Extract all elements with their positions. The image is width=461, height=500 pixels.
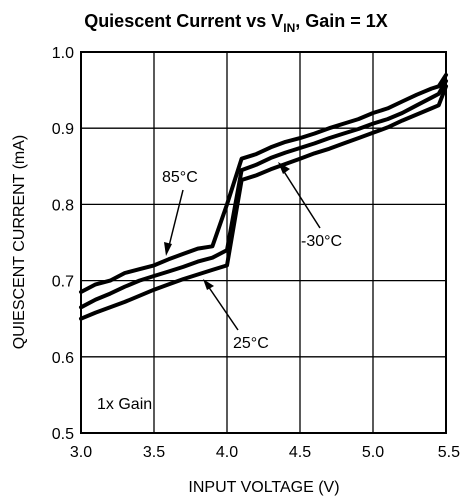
- annotation-minus30c: -30°C: [301, 233, 342, 250]
- series-line-0: [79, 72, 448, 294]
- x-axis-label: INPUT VOLTAGE (V): [188, 479, 339, 496]
- y-tick-label: 0.9: [52, 121, 74, 138]
- pointer-85c-head: [164, 242, 172, 256]
- chart-title-suffix: , Gain = 1X: [295, 11, 388, 31]
- series-layer: [79, 72, 448, 321]
- series-line-2: [79, 84, 448, 321]
- pointer-minus30c: [282, 169, 321, 229]
- x-tick-label: 3.5: [143, 444, 165, 461]
- pointer-minus30c-head: [278, 162, 290, 174]
- x-tick-labels: 3.0 3.5 4.0 4.5 5.0 5.5: [70, 444, 460, 461]
- x-tick-label: 4.5: [289, 444, 311, 461]
- pointer-25c: [207, 285, 239, 331]
- annotation-85c: 85°C: [162, 169, 198, 186]
- annotation-25c: 25°C: [233, 335, 269, 352]
- pointer-85c: [167, 189, 184, 251]
- x-tick-label: 5.5: [438, 444, 460, 461]
- y-tick-label: 0.5: [52, 426, 74, 443]
- x-tick-label: 4.0: [216, 444, 238, 461]
- chart-title: Quiescent Current vs VIN, Gain = 1X: [84, 11, 388, 35]
- y-tick-label: 1.0: [52, 45, 74, 62]
- annotations: 85°C -30°C 25°C 1x Gain: [97, 162, 342, 413]
- grid: [81, 52, 446, 433]
- chart-title-prefix: Quiescent Current vs V: [84, 11, 283, 31]
- y-tick-label: 0.6: [52, 350, 74, 367]
- annotation-gain: 1x Gain: [97, 396, 152, 413]
- y-tick-label: 0.7: [52, 274, 74, 291]
- y-tick-labels: 0.5 0.6 0.7 0.8 0.9 1.0: [52, 45, 74, 443]
- chart-title-subscript: IN: [283, 21, 295, 35]
- x-tick-label: 3.0: [70, 444, 92, 461]
- y-tick-label: 0.8: [52, 197, 74, 214]
- x-tick-label: 5.0: [362, 444, 384, 461]
- y-axis-label: QUIESCENT CURRENT (mA): [11, 135, 28, 350]
- pointer-25c-head: [203, 279, 214, 290]
- plot-frame: [80, 51, 447, 434]
- series-line-1: [79, 79, 448, 310]
